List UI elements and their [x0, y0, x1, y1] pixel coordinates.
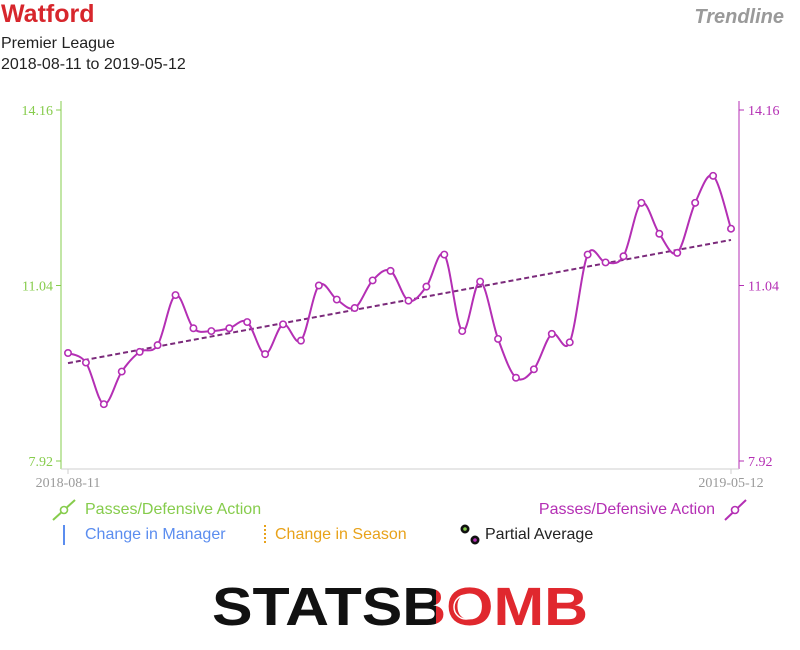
legend-icons	[52, 499, 747, 545]
series-line	[67, 174, 732, 406]
legend-right-series-marker	[730, 505, 740, 515]
legend-manager-change-label: Change in Manager	[85, 526, 226, 543]
data-point	[655, 229, 664, 238]
data-point	[709, 171, 718, 180]
chart-axes: 7.92 11.04 14.16 7.92 11.04 14.16 2018-08-11 20…	[22, 101, 780, 491]
legend-right-series-label: Passes/Defensive Action	[538, 501, 715, 518]
data-point	[296, 336, 305, 345]
legend-partial-average-label: Partial Average	[485, 526, 594, 543]
data-point	[135, 347, 144, 356]
data-point	[511, 373, 520, 382]
data-point	[583, 250, 592, 259]
chart-kind-label: Trendline	[694, 6, 784, 28]
data-point	[673, 248, 682, 257]
data-point	[171, 291, 180, 300]
legend-partial-average-dot-b	[473, 538, 477, 542]
data-point	[601, 258, 610, 267]
data-point	[422, 282, 431, 291]
legend-left-series-marker	[59, 505, 69, 515]
data-point	[81, 358, 90, 367]
data-point	[726, 224, 735, 233]
data-point	[350, 303, 359, 312]
x-tick-label: 2019-05-12	[698, 476, 763, 491]
trendline-layer	[67, 238, 732, 365]
data-point	[261, 350, 270, 359]
data-point	[691, 198, 700, 207]
data-point	[64, 348, 73, 357]
competition-name: Premier League	[1, 35, 115, 52]
right-tick-label: 11.04	[748, 280, 779, 295]
data-point	[207, 327, 216, 336]
logo-text-red: STATSBOMB	[212, 578, 588, 634]
target-icon	[453, 594, 479, 620]
data-point	[637, 198, 646, 207]
data-point	[440, 250, 449, 259]
data-point	[189, 324, 198, 333]
trendline	[67, 238, 732, 365]
data-point	[279, 320, 288, 329]
data-point	[153, 341, 162, 350]
legend-left-series-label: Passes/Defensive Action	[85, 501, 262, 518]
data-point	[332, 295, 341, 304]
legend-partial-average-dot-a	[463, 527, 467, 531]
data-point	[225, 324, 234, 333]
data-point	[243, 318, 252, 327]
left-tick-label: 7.92	[29, 455, 54, 470]
data-point	[404, 296, 413, 305]
data-point	[458, 327, 467, 336]
data-point	[368, 276, 377, 285]
statsbomb-logo: STATSBOMB STATSBOMB	[212, 578, 592, 634]
data-point	[386, 266, 395, 275]
right-tick-label: 14.16	[748, 104, 780, 119]
date-range: 2018-08-11 to 2019-05-12	[1, 56, 186, 73]
data-point	[476, 277, 485, 286]
data-point	[619, 252, 628, 261]
data-point	[529, 365, 538, 374]
data-point	[494, 334, 503, 343]
data-point	[314, 281, 323, 290]
left-tick-label: 11.04	[22, 280, 53, 295]
right-tick-label: 7.92	[748, 455, 773, 470]
data-point	[565, 338, 574, 347]
team-name: Watford	[1, 0, 95, 28]
x-tick-label: 2018-08-11	[36, 476, 101, 491]
left-tick-label: 14.16	[22, 104, 54, 119]
series-layer	[64, 171, 735, 409]
data-point	[99, 400, 108, 409]
legend-season-change-label: Change in Season	[275, 526, 407, 543]
data-point	[117, 367, 126, 376]
data-point	[547, 329, 556, 338]
